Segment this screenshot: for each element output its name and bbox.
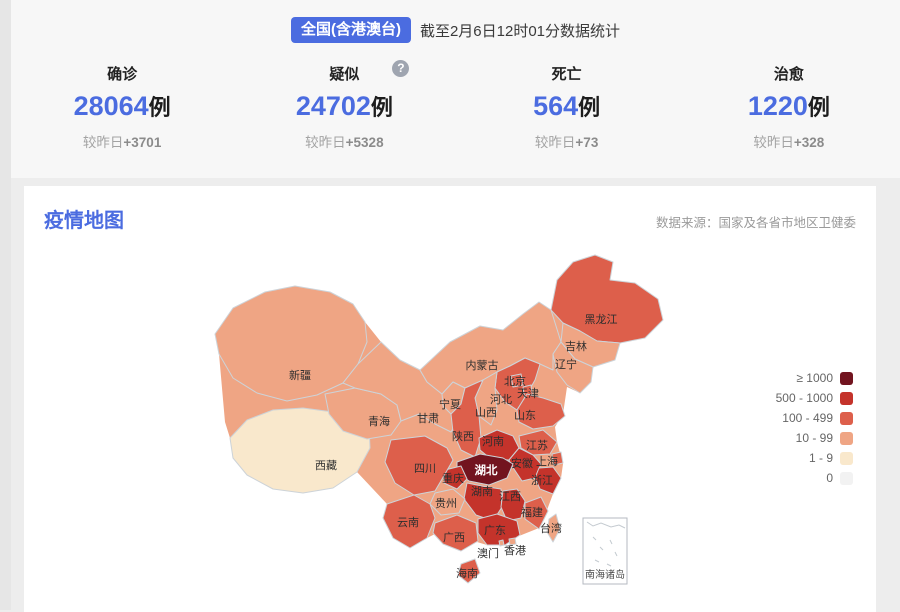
inset-islands <box>592 536 618 567</box>
delta-prefix: 较昨日 <box>753 135 794 150</box>
inset-coastline <box>586 521 626 529</box>
legend-swatch <box>840 451 853 465</box>
delta-prefix: 较昨日 <box>534 135 576 150</box>
province-jiangsu[interactable] <box>518 429 558 456</box>
province-gansu[interactable] <box>342 341 458 433</box>
epidemic-map-card: 疫情地图 数据来源：国家及各省市地区卫健委 <box>24 186 876 612</box>
stat-deaths-value: 564例 <box>456 91 678 123</box>
legend-label: ≥ 1000 <box>796 371 833 385</box>
province-liaoning[interactable] <box>552 341 594 394</box>
province-yunnan[interactable] <box>382 494 436 549</box>
stat-deaths-label: 死亡 <box>551 66 582 83</box>
data-source-note: 数据来源：国家及各省市地区卫健委 <box>655 216 856 230</box>
legend-swatch <box>840 371 853 385</box>
stat-cured: 治愈 1220例 较昨日+328 <box>678 63 900 151</box>
legend-swatch <box>840 411 853 425</box>
delta-value: +3701 <box>123 135 162 150</box>
legend-swatch <box>840 471 853 485</box>
south-china-sea-inset: 南海诸岛 <box>582 517 628 585</box>
delta-prefix: 较昨日 <box>305 135 346 150</box>
map-card-header: 疫情地图 数据来源：国家及各省市地区卫健委 <box>44 204 856 233</box>
scope-badge: 全国(含港澳台) <box>290 17 411 43</box>
scope-bar: 全国(含港澳台) 截至2月6日12时01分数据统计 <box>11 17 900 43</box>
map-title: 疫情地图 <box>44 210 124 232</box>
delta-prefix: 较昨日 <box>82 135 124 150</box>
stat-cured-number: 1220 <box>747 91 808 121</box>
stat-suspected-delta: 较昨日+5328 <box>233 131 455 151</box>
legend-row: 1 - 9 <box>776 448 853 468</box>
legend-label: 500 - 1000 <box>775 391 833 405</box>
province-xizang[interactable] <box>229 407 371 494</box>
legend-swatch <box>840 391 853 405</box>
stat-confirmed-unit: 例 <box>148 95 171 120</box>
province-zhejiang[interactable] <box>534 466 562 495</box>
legend-swatch <box>840 431 853 445</box>
legend-row: 10 - 99 <box>776 428 853 448</box>
delta-value: +328 <box>793 135 825 150</box>
stat-confirmed-label: 确诊 <box>107 66 138 83</box>
province-anhui[interactable] <box>508 447 542 482</box>
stat-deaths-unit: 例 <box>578 95 601 120</box>
stat-suspected-number: 24702 <box>295 91 371 121</box>
province-xinjiang[interactable] <box>214 285 368 402</box>
china-choropleth-map[interactable]: 南海诸岛 新疆西藏青海 甘肃内蒙古宁夏黑龙江吉林辽宁河北北京天津山西 山东陕西 河南江… <box>195 242 795 612</box>
inset-label: 南海诸岛 <box>585 568 625 581</box>
legend-row: ≥ 1000 <box>776 368 853 388</box>
province-label: 澳门 <box>477 546 499 560</box>
stat-deaths-number: 564 <box>533 91 579 121</box>
inset-frame <box>582 517 628 585</box>
legend-label: 100 - 499 <box>782 411 833 425</box>
legend-label: 0 <box>826 471 833 485</box>
national-stats-header: 全国(含港澳台) 截至2月6日12时01分数据统计 确诊 28064例 较昨日+… <box>11 0 900 178</box>
stat-confirmed-number: 28064 <box>73 91 149 121</box>
stat-confirmed: 确诊 28064例 较昨日+3701 <box>11 63 233 151</box>
page-left-gutter <box>0 0 11 610</box>
province-label: 香港 <box>504 544 526 557</box>
province-fujian[interactable] <box>524 496 549 530</box>
map-legend: ≥ 1000 500 - 1000 100 - 499 10 - 99 1 - … <box>776 368 853 488</box>
stat-cured-delta: 较昨日+328 <box>678 131 900 151</box>
delta-value: +5328 <box>345 135 384 150</box>
stats-row: 确诊 28064例 较昨日+3701 疑似 ? 24702例 较昨日+5328 … <box>11 60 900 151</box>
legend-row: 0 <box>776 468 853 488</box>
stat-suspected-label: 疑似 <box>329 66 360 83</box>
stat-confirmed-delta: 较昨日+3701 <box>11 131 233 151</box>
stat-deaths-delta: 较昨日+73 <box>456 131 678 151</box>
help-icon[interactable]: ? <box>392 60 410 77</box>
province-sichuan[interactable] <box>384 435 454 496</box>
legend-row: 100 - 499 <box>776 408 853 428</box>
legend-label: 10 - 99 <box>795 431 833 445</box>
province-shandong[interactable] <box>516 393 566 430</box>
province-shanghai[interactable] <box>551 451 564 466</box>
province-hainan[interactable] <box>457 558 481 584</box>
stat-cured-label: 治愈 <box>773 66 804 83</box>
stat-suspected: 疑似 ? 24702例 较昨日+5328 <box>233 60 455 151</box>
data-timestamp: 截至2月6日12时01分数据统计 <box>419 22 621 40</box>
stat-suspected-value: 24702例 <box>233 91 455 123</box>
map-area: 南海诸岛 新疆 西藏 青海 甘肃 内蒙古 宁夏 黑龙江 吉林 辽宁 河北 北京 天津 山西 山东 陕西 河南江… <box>44 235 856 612</box>
region-macau[interactable] <box>498 539 505 547</box>
legend-label: 1 - 9 <box>808 451 833 465</box>
delta-value: +73 <box>575 135 599 150</box>
stat-cured-value: 1220例 <box>678 91 900 123</box>
province-taiwan[interactable] <box>546 513 561 543</box>
stat-deaths: 死亡 564例 较昨日+73 <box>456 63 678 151</box>
region-hongkong[interactable] <box>508 537 517 546</box>
stat-suspected-unit: 例 <box>370 95 393 120</box>
province-jiangxi[interactable] <box>500 488 526 522</box>
stat-cured-unit: 例 <box>807 95 830 120</box>
province-guangxi[interactable] <box>432 514 479 552</box>
legend-row: 500 - 1000 <box>776 388 853 408</box>
province-beijing[interactable] <box>510 373 524 388</box>
stat-confirmed-value: 28064例 <box>11 91 233 123</box>
province-chongqing[interactable] <box>443 465 468 490</box>
